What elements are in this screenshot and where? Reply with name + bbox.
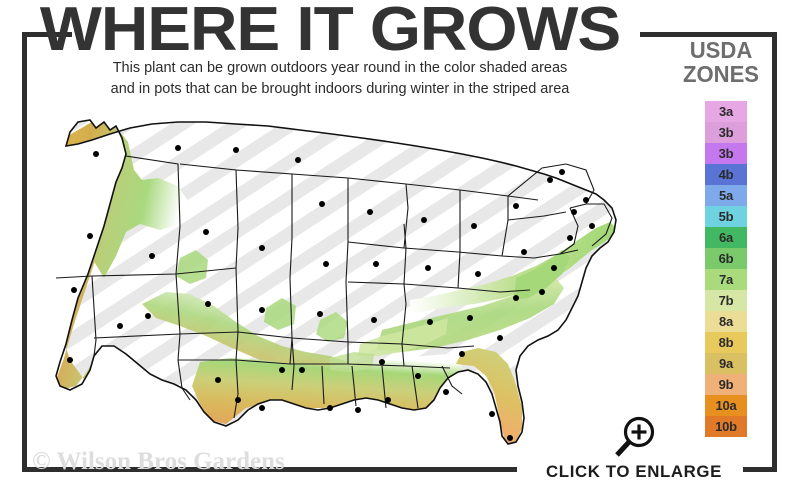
legend-swatch-zone-4b: 4b bbox=[705, 164, 747, 185]
watermark-credit: © Wilson Bros Gardens bbox=[32, 448, 285, 475]
legend-swatch-zone-6b: 6b bbox=[705, 248, 747, 269]
frame-border-right bbox=[772, 32, 777, 472]
legend-swatch-zone-5b: 5b bbox=[705, 206, 747, 227]
subtitle-line-1: This plant can be grown outdoors year ro… bbox=[112, 60, 568, 76]
legend-swatch-zone-8b: 8b bbox=[705, 332, 747, 353]
legend-swatch-zone-9b: 9b bbox=[705, 374, 747, 395]
frame-border-left bbox=[22, 32, 27, 472]
city-dots bbox=[67, 145, 595, 441]
map-container[interactable] bbox=[30, 108, 650, 458]
legend-swatch-zone-3b: 3b bbox=[705, 122, 747, 143]
legend-swatch-zone-7b: 7b bbox=[705, 290, 747, 311]
page-title: WHERE IT GROWS bbox=[39, 0, 621, 64]
magnifier-plus-icon[interactable] bbox=[607, 415, 661, 461]
legend-swatch-zone-9a: 9a bbox=[705, 353, 747, 374]
state-borders bbox=[55, 155, 613, 419]
click-to-enlarge-label[interactable]: CLICK TO ENLARGE bbox=[546, 463, 722, 481]
subtitle-line-2: and in pots that can be brought indoors … bbox=[110, 81, 570, 97]
usda-zone-legend: 3a 3b 3b 4b 5a 5b 6a 6b 7a 7b 8a 8b 9a 9b 10a 10b bbox=[705, 101, 747, 437]
country-outline bbox=[55, 119, 617, 445]
frame-border-bottom-left bbox=[22, 467, 517, 472]
legend-title-line-2: ZONES bbox=[682, 61, 760, 87]
frame-border-top-left bbox=[22, 32, 72, 37]
usda-zone-map-svg bbox=[55, 119, 617, 445]
frame-border-bottom-right bbox=[743, 467, 777, 472]
click-to-enlarge-control[interactable]: CLICK TO ENLARGE bbox=[524, 415, 744, 482]
legend-title-line-1: USDA bbox=[689, 37, 753, 63]
legend-swatch-zone-3a: 3a bbox=[705, 101, 747, 122]
subtitle-text: This plant can be grown outdoors year ro… bbox=[40, 58, 640, 100]
legend-swatch-zone-10a: 10a bbox=[705, 395, 747, 416]
legend-swatch-zone-8a: 8a bbox=[705, 311, 747, 332]
legend-title: USDA ZONES bbox=[670, 38, 772, 86]
legend-swatch-zone-6a: 6a bbox=[705, 227, 747, 248]
legend-swatch-zone-5a: 5a bbox=[705, 185, 747, 206]
legend-swatch-zone-3b: 3b bbox=[705, 143, 747, 164]
frame-border-top-right bbox=[640, 32, 777, 37]
legend-swatch-zone-10b: 10b bbox=[705, 416, 747, 437]
legend-swatch-zone-7a: 7a bbox=[705, 269, 747, 290]
